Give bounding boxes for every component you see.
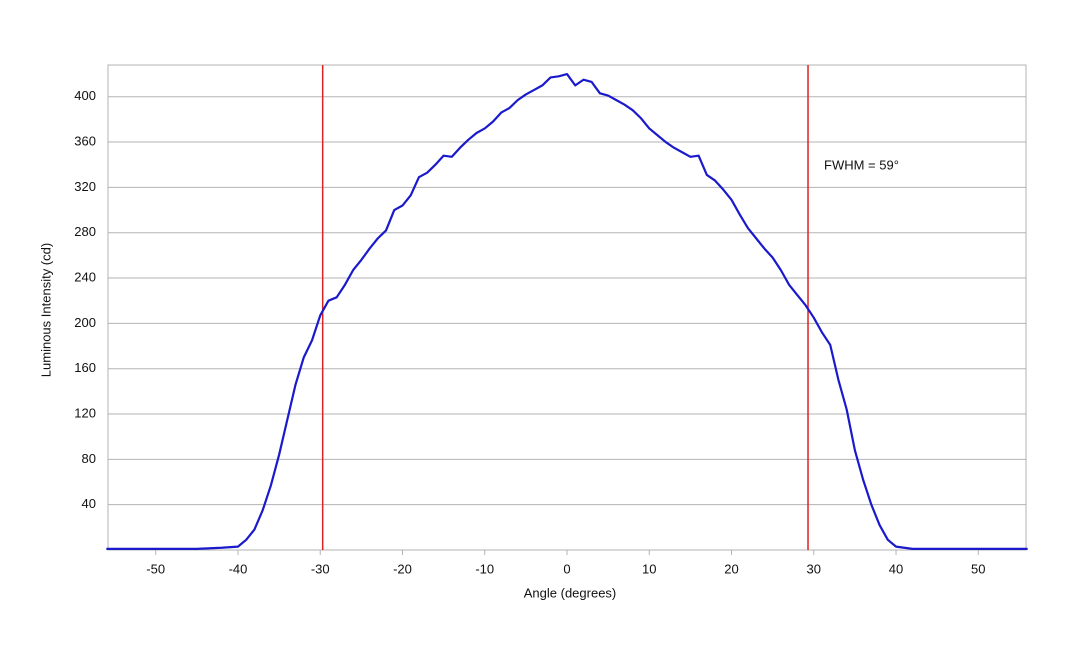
x-tick-label: 40 <box>889 561 903 576</box>
y-tick-label: 280 <box>74 224 96 239</box>
y-tick-label: 160 <box>74 360 96 375</box>
x-tick-label: -20 <box>393 561 412 576</box>
x-tick-label: 30 <box>807 561 821 576</box>
data-line <box>106 72 1028 550</box>
x-tick-label: 0 <box>563 561 570 576</box>
x-tick-label: 50 <box>971 561 985 576</box>
annotation: FWHM = 59° <box>824 157 899 172</box>
x-tick-label: -50 <box>146 561 165 576</box>
y-axis-label: Luminous Intensity (cd) <box>38 243 53 377</box>
x-tick-label: -10 <box>475 561 494 576</box>
y-tick-label: 360 <box>74 133 96 148</box>
y-tick-label: 320 <box>74 179 96 194</box>
x-tick-label: 10 <box>642 561 656 576</box>
y-tick-label: 240 <box>74 269 96 284</box>
y-tick-label: 400 <box>74 88 96 103</box>
x-tick-label: -40 <box>229 561 248 576</box>
y-tick-label: 40 <box>82 496 96 511</box>
y-tick-label: 200 <box>74 315 96 330</box>
y-tick-label: 80 <box>82 451 96 466</box>
x-axis-label: Angle (degrees) <box>524 585 617 600</box>
plot-frame <box>107 64 1027 551</box>
x-tick-label: 20 <box>724 561 738 576</box>
x-tick-label: -30 <box>311 561 330 576</box>
y-tick-label: 120 <box>74 405 96 420</box>
